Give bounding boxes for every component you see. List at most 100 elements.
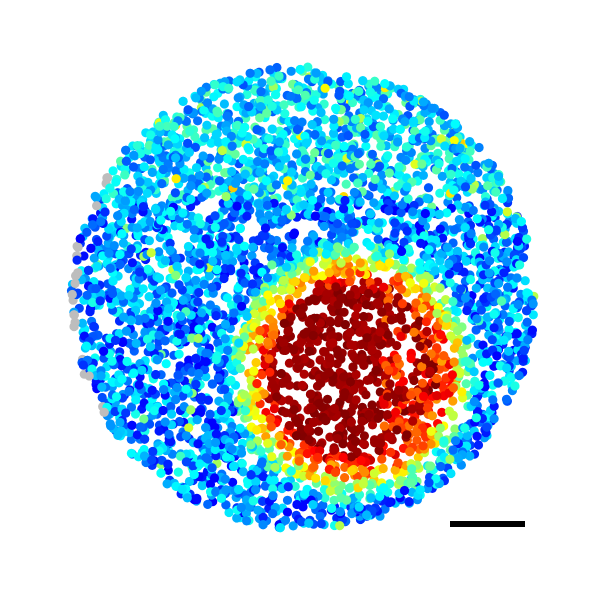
spot xyxy=(432,391,442,401)
spot xyxy=(316,519,326,529)
spot xyxy=(409,116,419,126)
spot xyxy=(476,305,486,315)
spot xyxy=(181,273,191,283)
spot xyxy=(154,273,164,283)
spot xyxy=(501,394,512,404)
spot xyxy=(201,172,211,182)
spot xyxy=(206,138,216,148)
spot xyxy=(472,214,482,224)
spot xyxy=(460,154,470,164)
spot xyxy=(220,319,231,329)
spot xyxy=(147,167,157,177)
spot xyxy=(351,395,361,405)
spot xyxy=(258,512,268,522)
spot xyxy=(378,463,388,474)
spot xyxy=(412,435,422,445)
spot xyxy=(345,276,355,287)
spot xyxy=(286,466,296,476)
spot xyxy=(325,316,335,326)
spot xyxy=(306,179,316,189)
spot xyxy=(139,451,149,461)
spot xyxy=(321,295,331,305)
spot xyxy=(401,271,411,281)
spot xyxy=(144,292,154,302)
spot xyxy=(145,216,155,227)
spot xyxy=(491,187,501,197)
spot xyxy=(404,497,414,507)
spot xyxy=(424,245,434,255)
spot xyxy=(348,362,358,372)
spot xyxy=(431,474,441,484)
spot xyxy=(104,224,114,234)
spot xyxy=(151,204,161,214)
spot xyxy=(255,326,265,336)
spot xyxy=(383,151,393,161)
spot xyxy=(172,336,182,346)
spot xyxy=(499,268,509,278)
spot xyxy=(253,505,263,515)
spot xyxy=(415,341,425,351)
spot xyxy=(453,453,463,463)
spot xyxy=(324,367,334,377)
spot xyxy=(394,162,404,172)
spot xyxy=(318,500,328,510)
spot xyxy=(258,496,268,506)
spot xyxy=(193,333,203,343)
spot xyxy=(331,103,341,113)
spot xyxy=(296,517,307,527)
spot xyxy=(515,260,525,270)
spot xyxy=(280,515,290,525)
spot xyxy=(527,325,538,335)
spot xyxy=(359,360,369,370)
spot xyxy=(357,353,367,363)
spot xyxy=(276,440,286,450)
spot xyxy=(366,493,376,503)
spot xyxy=(286,91,296,101)
spot xyxy=(446,468,456,479)
spot xyxy=(211,429,221,439)
spot xyxy=(256,459,267,469)
spot xyxy=(296,187,306,197)
spot xyxy=(166,437,176,447)
spot xyxy=(232,201,242,211)
spot xyxy=(500,230,510,240)
spot xyxy=(273,147,284,157)
spot xyxy=(462,335,472,345)
spot xyxy=(358,438,368,448)
spot xyxy=(502,257,512,267)
spot xyxy=(272,207,282,217)
spot xyxy=(502,363,512,373)
spot xyxy=(249,366,259,376)
spot xyxy=(482,422,492,432)
spot xyxy=(399,255,409,265)
spot xyxy=(185,126,195,136)
spot xyxy=(232,513,242,523)
spot xyxy=(303,424,313,434)
spot xyxy=(256,446,266,456)
spot xyxy=(321,249,331,259)
spot xyxy=(193,297,203,307)
spot xyxy=(361,300,371,310)
spot xyxy=(221,500,231,510)
spot xyxy=(367,400,377,410)
spot xyxy=(399,485,410,496)
spot xyxy=(406,263,416,273)
spot xyxy=(146,248,156,258)
spot xyxy=(211,487,221,497)
spot xyxy=(134,274,144,284)
spot xyxy=(322,394,333,404)
spot xyxy=(214,154,224,164)
spot xyxy=(88,220,98,230)
spot xyxy=(160,417,170,427)
spot xyxy=(367,345,377,355)
spot xyxy=(322,240,332,250)
spot xyxy=(393,181,403,191)
spot xyxy=(442,242,452,253)
spot xyxy=(219,99,229,109)
spot xyxy=(372,298,382,308)
spot xyxy=(373,234,383,244)
spot xyxy=(263,438,273,448)
spot xyxy=(234,485,244,495)
spot xyxy=(317,136,327,146)
spot xyxy=(191,275,201,285)
